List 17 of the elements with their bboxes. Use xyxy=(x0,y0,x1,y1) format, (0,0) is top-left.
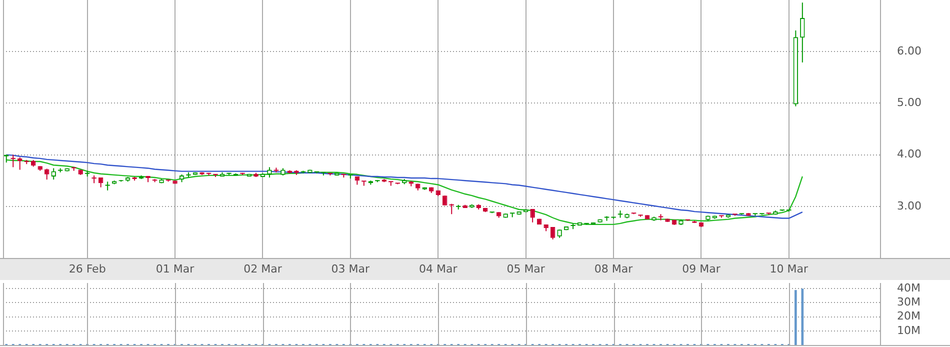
y-tick-label: 10M xyxy=(897,324,920,337)
x-tick-label: 04 Mar xyxy=(419,262,458,276)
y-tick-label: 20M xyxy=(897,310,920,323)
x-tick-label: 26 Feb xyxy=(68,262,106,276)
y-tick-label: 5.00 xyxy=(897,96,922,110)
x-tick-label: 05 Mar xyxy=(506,262,546,276)
y-tick-label: 3.00 xyxy=(897,199,922,212)
x-tick-label: 10 Mar xyxy=(770,262,809,276)
x-tick-label: 09 Mar xyxy=(682,262,721,276)
x-tick-label: 02 Mar xyxy=(244,262,282,276)
y-tick-label: 30M xyxy=(897,296,920,309)
x-tick-label: 01 Mar xyxy=(156,262,195,276)
y-tick-label: 40M xyxy=(897,281,920,294)
y-tick-label: 4.00 xyxy=(897,148,922,161)
y-tick-label: 6.00 xyxy=(897,44,922,58)
x-tick-label: 08 Mar xyxy=(594,262,634,276)
x-tick-label: 03 Mar xyxy=(331,262,370,276)
